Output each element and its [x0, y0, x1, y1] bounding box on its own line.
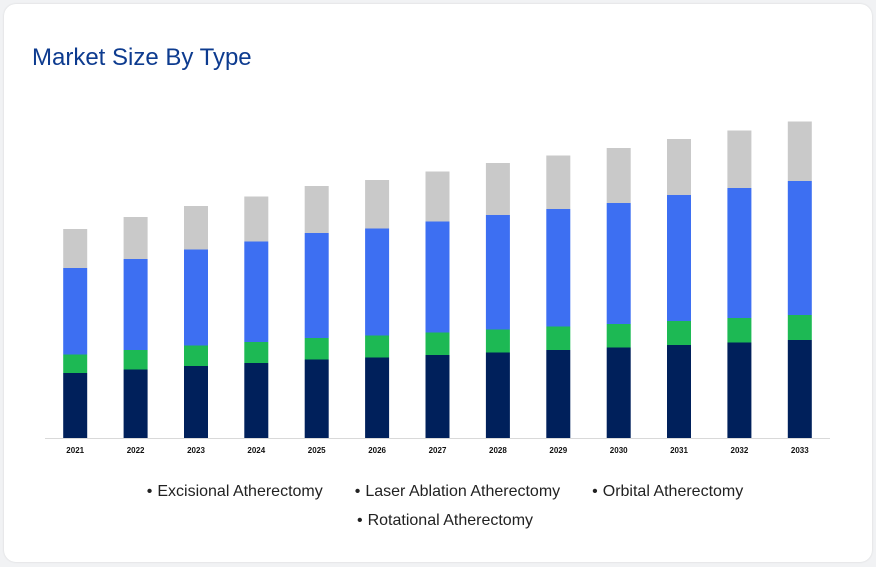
bar-group-2026 — [365, 180, 390, 439]
bar-segment-excisional-atherectomy-2030[interactable] — [606, 347, 631, 439]
bar-segment-excisional-atherectomy-2022[interactable] — [123, 369, 148, 439]
bar-segment-excisional-atherectomy-2026[interactable] — [365, 357, 390, 439]
legend-item-orbital[interactable]: • Orbital Atherectomy — [576, 477, 759, 506]
bar-groups — [63, 121, 812, 439]
bar-group-2023 — [184, 206, 208, 438]
bar-segment-laser-ablation-atherectomy-2029[interactable] — [546, 209, 571, 327]
bar-group-2027 — [425, 171, 450, 438]
legend-bullet: • — [146, 483, 153, 500]
x-tick-label-2030: 2030 — [610, 446, 628, 455]
bar-group-2025 — [304, 186, 329, 439]
legend-item-rotational[interactable]: • Rotational Atherectomy — [341, 506, 549, 535]
bar-segment-excisional-atherectomy-2027[interactable] — [425, 355, 450, 438]
bar-segment-laser-ablation-atherectomy-2033[interactable] — [787, 181, 812, 315]
bar-group-2024 — [244, 196, 269, 438]
x-tick-label-2026: 2026 — [368, 446, 386, 455]
bar-segment-rotational-atherectomy-2024[interactable] — [244, 196, 269, 242]
legend-bullet: • — [354, 483, 361, 500]
bar-segment-orbital-atherectomy-2030[interactable] — [606, 324, 631, 348]
bar-group-2028 — [485, 163, 510, 439]
bar-segment-excisional-atherectomy-2021[interactable] — [63, 373, 88, 438]
bar-segment-orbital-atherectomy-2031[interactable] — [667, 321, 691, 345]
bar-group-2030 — [606, 148, 631, 439]
bar-segment-orbital-atherectomy-2033[interactable] — [787, 315, 812, 340]
bar-segment-laser-ablation-atherectomy-2025[interactable] — [304, 233, 329, 338]
chart-title: Market Size By Type — [32, 44, 252, 71]
bar-segment-orbital-atherectomy-2023[interactable] — [184, 345, 208, 367]
bar-segment-orbital-atherectomy-2028[interactable] — [485, 329, 510, 353]
bar-segment-rotational-atherectomy-2028[interactable] — [485, 163, 510, 215]
bar-segment-excisional-atherectomy-2024[interactable] — [244, 363, 269, 438]
bar-segment-laser-ablation-atherectomy-2031[interactable] — [667, 195, 691, 321]
legend-label-rotational: Rotational Atherectomy — [367, 512, 534, 529]
bar-segment-rotational-atherectomy-2029[interactable] — [546, 155, 571, 210]
bar-segment-excisional-atherectomy-2023[interactable] — [184, 366, 208, 438]
bar-segment-laser-ablation-atherectomy-2030[interactable] — [606, 203, 631, 324]
bar-segment-orbital-atherectomy-2024[interactable] — [244, 342, 269, 363]
x-tick-label-2028: 2028 — [489, 446, 507, 455]
bar-segment-rotational-atherectomy-2030[interactable] — [606, 148, 631, 203]
bar-segment-laser-ablation-atherectomy-2026[interactable] — [365, 228, 390, 336]
bar-segment-laser-ablation-atherectomy-2021[interactable] — [63, 268, 88, 355]
bar-segment-orbital-atherectomy-2021[interactable] — [63, 354, 88, 374]
stacked-bar-chart: 2021 2022 2023 2024 2025 2026 2027 2028 2029 2030… — [45, 121, 830, 455]
x-tick-label-2031: 2031 — [670, 446, 688, 455]
bar-segment-rotational-atherectomy-2022[interactable] — [123, 217, 148, 259]
legend-label-laser-ablation: Laser Ablation Atherectomy — [365, 483, 561, 500]
bar-group-2031 — [667, 139, 691, 438]
bar-segment-laser-ablation-atherectomy-2022[interactable] — [123, 259, 148, 350]
x-tick-label-2029: 2029 — [549, 446, 567, 455]
bar-segment-orbital-atherectomy-2025[interactable] — [304, 338, 329, 360]
x-tick-label-2027: 2027 — [429, 446, 447, 455]
bar-segment-rotational-atherectomy-2026[interactable] — [365, 180, 390, 229]
bar-group-2021 — [63, 229, 88, 438]
bar-segment-rotational-atherectomy-2023[interactable] — [184, 206, 208, 250]
bar-segment-rotational-atherectomy-2021[interactable] — [63, 229, 88, 268]
x-tick-label-2033: 2033 — [791, 446, 809, 455]
legend-label-excisional: Excisional Atherectomy — [157, 483, 323, 500]
x-tick-label-2023: 2023 — [187, 446, 205, 455]
x-tick-label-2021: 2021 — [66, 446, 84, 455]
bar-group-2033 — [787, 121, 812, 438]
bar-segment-excisional-atherectomy-2032[interactable] — [727, 342, 752, 439]
bar-segment-excisional-atherectomy-2025[interactable] — [304, 359, 329, 439]
bar-segment-laser-ablation-atherectomy-2024[interactable] — [244, 241, 269, 343]
x-tick-label-2024: 2024 — [247, 446, 265, 455]
legend-label-orbital: Orbital Atherectomy — [602, 483, 744, 500]
bar-segment-excisional-atherectomy-2033[interactable] — [787, 340, 812, 438]
bar-segment-laser-ablation-atherectomy-2028[interactable] — [485, 215, 510, 330]
bar-segment-rotational-atherectomy-2032[interactable] — [727, 130, 752, 189]
chart-legend: • Excisional Atherectomy • Laser Ablation … — [60, 477, 830, 535]
bar-group-2022 — [123, 217, 148, 439]
x-tick-label-2032: 2032 — [731, 446, 749, 455]
legend-bullet: • — [356, 512, 363, 529]
bar-segment-rotational-atherectomy-2033[interactable] — [787, 121, 812, 182]
x-axis-ticks: 2021 2022 2023 2024 2025 2026 2027 2028 2029 2030… — [66, 446, 809, 455]
legend-item-excisional[interactable]: • Excisional Atherectomy — [131, 477, 339, 506]
bar-segment-laser-ablation-atherectomy-2023[interactable] — [184, 249, 208, 346]
bar-segment-excisional-atherectomy-2029[interactable] — [546, 350, 571, 438]
bar-group-2029 — [546, 155, 571, 438]
bar-segment-laser-ablation-atherectomy-2032[interactable] — [727, 188, 752, 318]
legend-item-laser-ablation[interactable]: • Laser Ablation Atherectomy — [339, 477, 576, 506]
bar-segment-orbital-atherectomy-2022[interactable] — [123, 350, 148, 370]
bar-group-2032 — [727, 130, 752, 439]
bar-segment-rotational-atherectomy-2027[interactable] — [425, 171, 450, 222]
bar-segment-laser-ablation-atherectomy-2027[interactable] — [425, 221, 450, 333]
bar-segment-orbital-atherectomy-2032[interactable] — [727, 318, 752, 343]
x-tick-label-2025: 2025 — [308, 446, 326, 455]
bar-segment-excisional-atherectomy-2028[interactable] — [485, 352, 510, 439]
bar-segment-rotational-atherectomy-2025[interactable] — [304, 186, 329, 233]
bar-segment-orbital-atherectomy-2026[interactable] — [365, 335, 390, 358]
legend-bullet: • — [592, 483, 598, 500]
bar-segment-excisional-atherectomy-2031[interactable] — [667, 345, 691, 438]
x-tick-label-2022: 2022 — [127, 446, 145, 455]
bar-segment-rotational-atherectomy-2031[interactable] — [667, 139, 691, 195]
bar-segment-orbital-atherectomy-2027[interactable] — [425, 332, 450, 356]
bar-segment-orbital-atherectomy-2029[interactable] — [546, 326, 571, 351]
